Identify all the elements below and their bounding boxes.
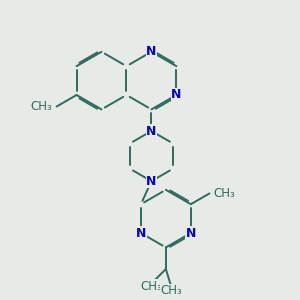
Text: N: N	[146, 45, 157, 58]
Text: N: N	[146, 175, 157, 188]
Text: CH₃: CH₃	[161, 284, 182, 297]
Text: N: N	[186, 226, 196, 239]
Text: CH₃: CH₃	[141, 280, 162, 293]
Text: CH₃: CH₃	[31, 100, 52, 113]
Text: N: N	[171, 88, 182, 101]
Text: N: N	[136, 226, 146, 239]
Text: CH₃: CH₃	[214, 187, 236, 200]
Text: N: N	[146, 124, 157, 137]
